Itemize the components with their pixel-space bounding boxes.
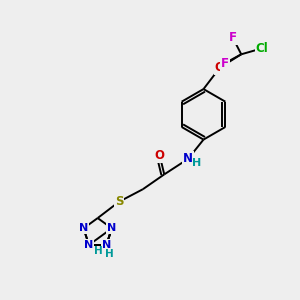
Text: S: S bbox=[115, 195, 123, 208]
Text: N: N bbox=[102, 240, 111, 250]
Text: H: H bbox=[105, 249, 114, 259]
Text: Cl: Cl bbox=[256, 42, 268, 55]
Text: N: N bbox=[84, 240, 94, 250]
Text: H: H bbox=[192, 158, 202, 168]
Text: F: F bbox=[221, 57, 229, 70]
Text: O: O bbox=[155, 149, 165, 162]
Text: N: N bbox=[102, 240, 111, 250]
Text: N: N bbox=[102, 240, 112, 250]
Text: N: N bbox=[107, 223, 116, 233]
Text: F: F bbox=[229, 32, 237, 44]
Text: H: H bbox=[94, 246, 103, 256]
Text: O: O bbox=[215, 61, 225, 74]
Text: N: N bbox=[79, 223, 88, 233]
Text: N: N bbox=[183, 152, 193, 165]
Text: N: N bbox=[84, 240, 94, 250]
Text: N: N bbox=[79, 223, 88, 233]
